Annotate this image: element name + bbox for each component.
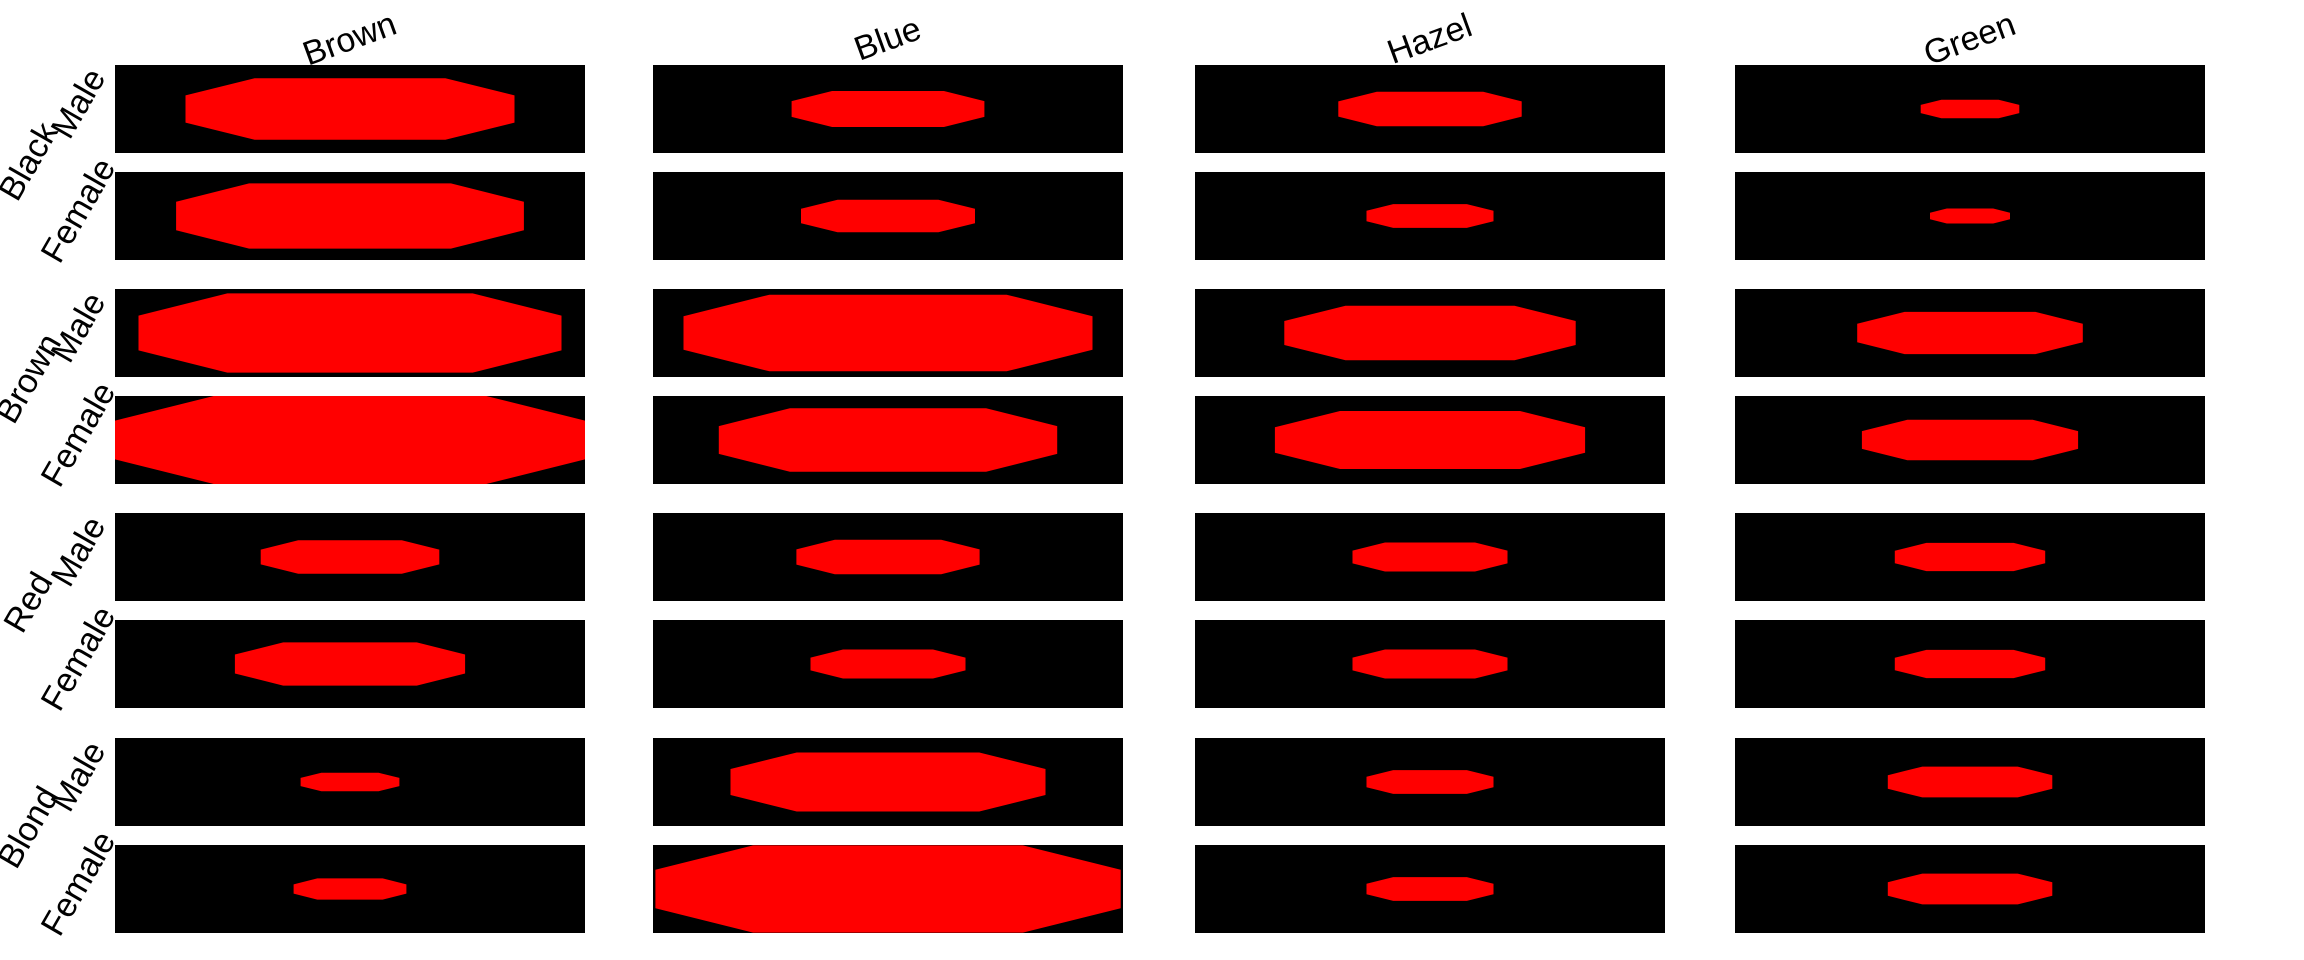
octagon-mark-5-0: [234, 642, 466, 686]
octagon-mark-7-0: [293, 878, 407, 900]
octagon-mark-7-1: [655, 845, 1121, 933]
octagon-mark-3-1: [718, 408, 1058, 472]
column-label-blue: Blue: [849, 10, 926, 69]
octagon-mark-4-0: [260, 540, 440, 574]
octagon-mark-1-1: [801, 199, 975, 233]
octagon-mark-1-0: [176, 183, 524, 249]
sex-label-male-2: Male: [44, 286, 114, 369]
column-label-green: Green: [1919, 5, 2021, 73]
sex-label-male-0: Male: [44, 62, 114, 145]
octagon-mark-6-0: [300, 772, 400, 792]
sex-label-female-7: Female: [34, 825, 124, 942]
octagon-mark-3-0: [115, 396, 585, 484]
sex-label-male-6: Male: [44, 735, 114, 818]
octagon-mark-0-2: [1338, 91, 1522, 127]
octagon-mark-3-2: [1274, 411, 1586, 469]
column-label-hazel: Hazel: [1382, 6, 1477, 71]
octagon-mark-7-3: [1887, 873, 2053, 905]
octagon-mark-6-2: [1366, 770, 1494, 794]
octagon-mark-2-2: [1284, 305, 1576, 361]
octagon-mark-7-2: [1366, 877, 1494, 901]
octagon-mark-5-2: [1352, 649, 1508, 679]
octagon-mark-0-0: [185, 78, 515, 140]
sex-label-female-1: Female: [34, 152, 124, 269]
octagon-mark-1-2: [1366, 204, 1494, 228]
octagon-mark-5-3: [1894, 649, 2046, 679]
octagon-mark-2-0: [138, 293, 562, 373]
octagon-mark-0-1: [791, 91, 985, 127]
octagon-mark-0-3: [1920, 99, 2020, 119]
octagon-mark-6-3: [1887, 766, 2053, 798]
sex-label-female-3: Female: [34, 376, 124, 493]
octagon-mark-2-3: [1857, 311, 2083, 355]
octagon-mark-4-1: [796, 539, 980, 575]
sex-label-male-4: Male: [44, 510, 114, 593]
octagon-mark-4-3: [1894, 542, 2046, 572]
octagon-mark-5-1: [810, 649, 966, 679]
sex-label-female-5: Female: [34, 600, 124, 717]
octagon-mark-4-2: [1352, 542, 1508, 572]
octagon-mark-1-3: [1930, 208, 2010, 224]
column-label-brown: Brown: [298, 5, 402, 74]
octagon-mark-3-3: [1861, 419, 2079, 461]
octagon-mark-2-1: [683, 294, 1093, 372]
octagon-mark-6-1: [730, 752, 1046, 812]
